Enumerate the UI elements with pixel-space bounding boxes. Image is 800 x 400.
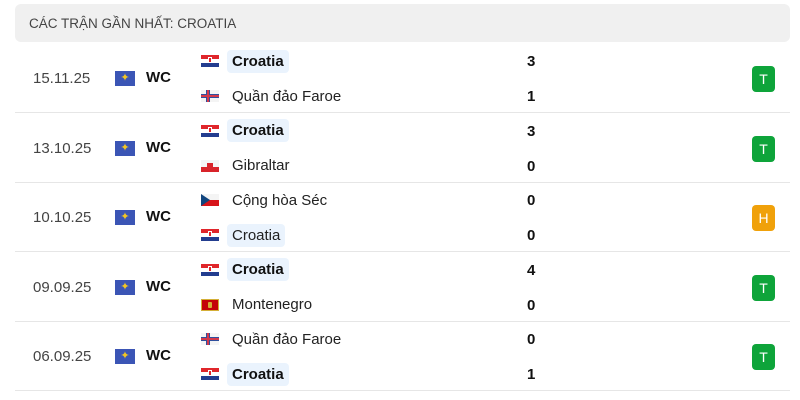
flag-montenegro-icon <box>201 298 219 311</box>
away-team[interactable]: Gibraltar <box>201 153 295 179</box>
home-team[interactable]: Croatia <box>201 257 289 283</box>
section-header: CÁC TRẬN GẦN NHẤT: CROATIA <box>15 4 790 42</box>
match-date: 06.09.25 <box>33 348 92 365</box>
team-name: Croatia <box>227 119 289 142</box>
flag-croatia-icon <box>201 229 219 241</box>
match-date: 09.09.25 <box>33 278 92 296</box>
away-team[interactable]: Croatia <box>201 361 289 387</box>
flag-faroe-icon <box>201 90 219 102</box>
team-name: Croatia <box>227 258 289 281</box>
away-team[interactable]: Montenegro <box>201 292 317 318</box>
flag-croatia-icon <box>201 124 219 137</box>
result-badge: H <box>752 205 775 231</box>
home-team[interactable]: Quần đảo Faroe <box>201 326 346 352</box>
away-score: 1 <box>527 366 536 383</box>
competition-label: WC <box>146 208 171 225</box>
home-team[interactable]: Cộng hòa Séc <box>201 187 332 213</box>
home-score: 3 <box>527 122 536 140</box>
home-score: 3 <box>527 53 536 70</box>
home-score: 0 <box>527 192 536 209</box>
away-score: 0 <box>527 296 536 314</box>
match-row[interactable]: 09.09.25 ✦ WC Croatia Montenegro 4 0 T <box>15 253 790 322</box>
world-map-icon: ✦ <box>115 140 135 156</box>
match-row[interactable]: 10.10.25 ✦ WC Cộng hòa Séc Croatia 0 0 H <box>15 183 790 252</box>
away-score: 0 <box>527 157 536 175</box>
flag-gibraltar-icon <box>201 159 219 172</box>
result-badge: T <box>752 344 775 370</box>
team-name: Cộng hòa Séc <box>232 191 328 209</box>
competition-label: WC <box>146 69 171 86</box>
match-date: 15.11.25 <box>33 70 91 87</box>
match-row[interactable]: 06.09.25 ✦ WC Quần đảo Faroe Croatia 0 1… <box>15 322 790 391</box>
section-title: CÁC TRẬN GẦN NHẤT: CROATIA <box>29 16 237 31</box>
team-name: Croatia <box>227 362 289 386</box>
away-team[interactable]: Croatia <box>201 222 286 248</box>
match-row[interactable]: 13.10.25 ✦ WC Croatia Gibraltar 3 0 T <box>15 114 790 183</box>
world-map-icon: ✦ <box>115 349 135 364</box>
match-row[interactable]: 15.11.25 ✦ WC Croatia Quần đảo Faroe 3 1… <box>15 44 790 113</box>
competition-label: WC <box>146 277 171 295</box>
flag-croatia-icon <box>201 368 219 380</box>
home-score: 4 <box>527 261 536 279</box>
home-score: 0 <box>527 331 536 348</box>
result-badge: T <box>752 135 775 162</box>
team-name: Croatia <box>227 223 286 247</box>
world-map-icon: ✦ <box>115 71 135 86</box>
match-date: 13.10.25 <box>33 139 92 157</box>
away-score: 1 <box>527 88 536 105</box>
competition-label: WC <box>146 347 171 364</box>
home-team[interactable]: Croatia <box>201 48 289 74</box>
flag-faroe-icon <box>201 333 219 345</box>
team-name: Quần đảo Faroe <box>232 330 342 348</box>
team-name: Quần đảo Faroe <box>232 87 342 105</box>
away-score: 0 <box>527 227 536 244</box>
result-badge: T <box>752 274 775 301</box>
team-name: Gibraltar <box>232 157 290 174</box>
match-date: 10.10.25 <box>33 209 92 226</box>
flag-croatia-icon <box>201 263 219 276</box>
world-map-icon: ✦ <box>115 210 135 225</box>
world-map-icon: ✦ <box>115 279 135 295</box>
team-name: Montenegro <box>232 296 313 313</box>
competition-label: WC <box>146 138 171 156</box>
flag-czech-icon <box>201 194 219 206</box>
away-team[interactable]: Quần đảo Faroe <box>201 83 346 109</box>
flag-croatia-icon <box>201 55 219 67</box>
team-name: Croatia <box>227 49 289 73</box>
home-team[interactable]: Croatia <box>201 118 289 144</box>
result-badge: T <box>752 66 775 92</box>
